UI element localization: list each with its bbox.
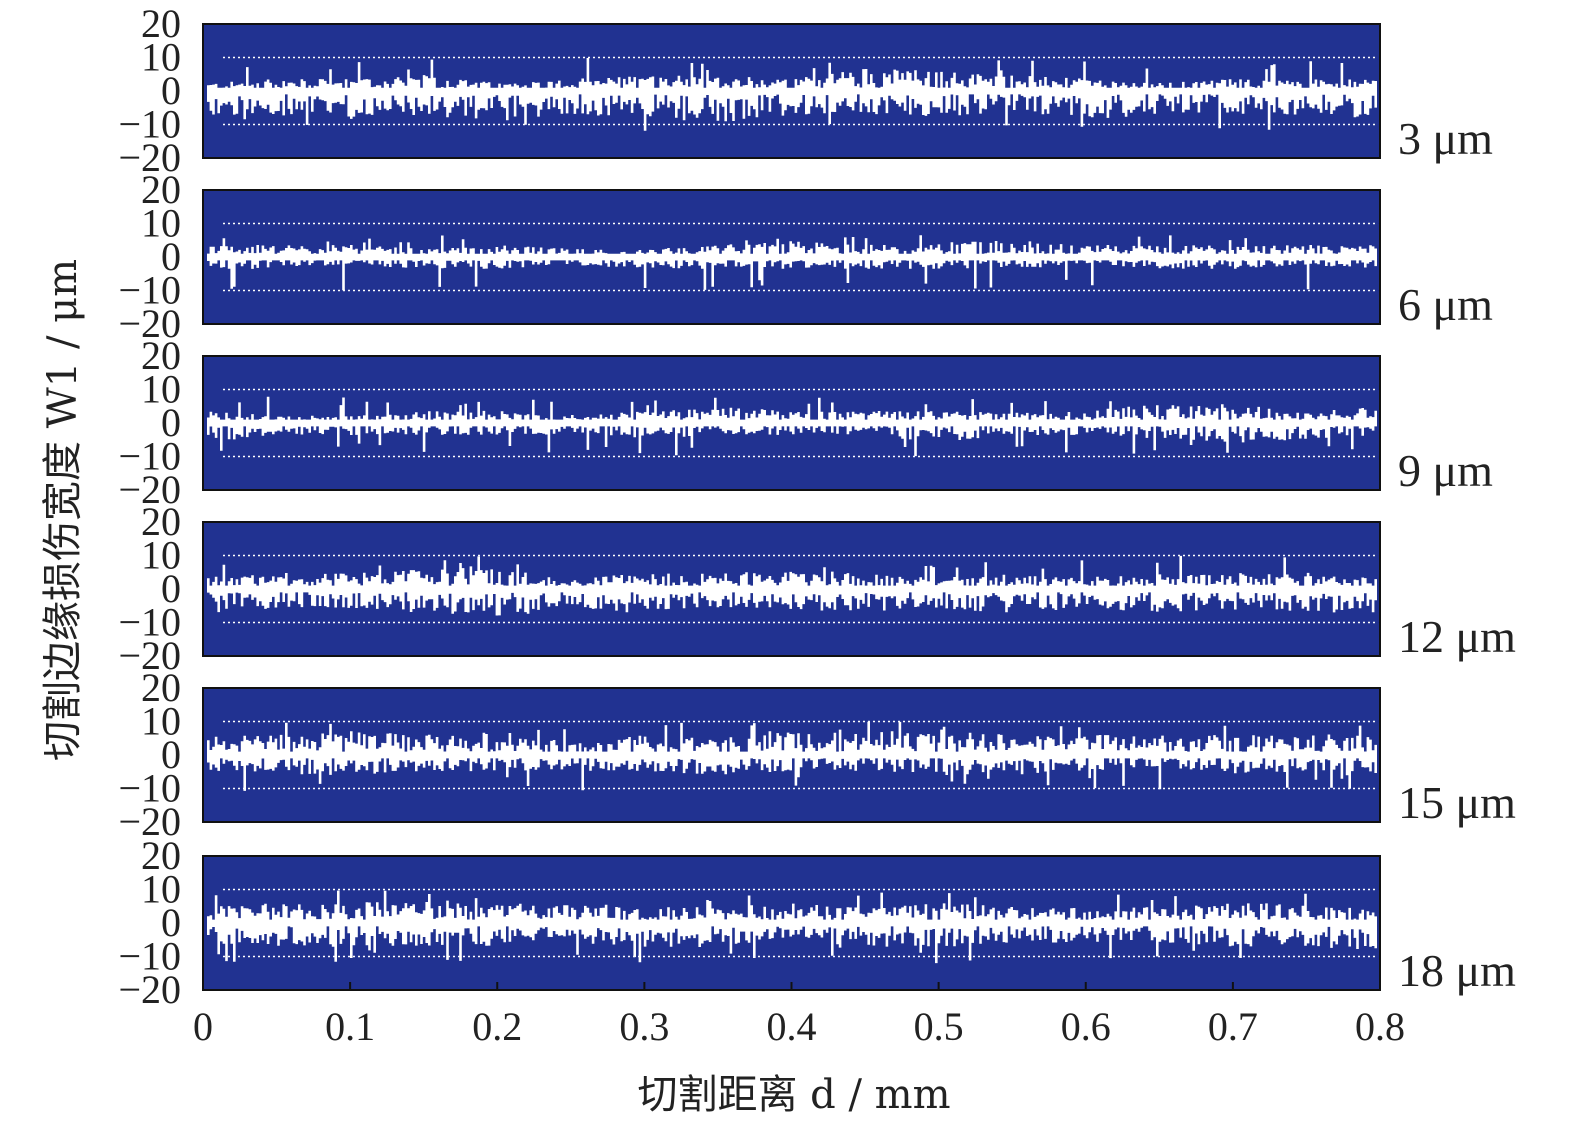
y-tick-label: 0 xyxy=(161,732,181,777)
y-tick-label: 0 xyxy=(161,566,181,611)
damage-trace xyxy=(207,58,1377,131)
panel-frame xyxy=(202,687,1381,823)
y-tick-label: 10 xyxy=(141,867,181,912)
y-tick-label: 10 xyxy=(141,35,181,80)
damage-trace xyxy=(207,396,1377,457)
y-tick-label: 20 xyxy=(141,833,181,878)
y-tick-label: 10 xyxy=(141,699,181,744)
x-tick-label: 0.5 xyxy=(914,1004,964,1049)
y-tick-label: −10 xyxy=(118,600,181,645)
y-tick-label: 20 xyxy=(141,333,181,378)
y-tick-label: −20 xyxy=(118,967,181,1012)
y-tick-label: 20 xyxy=(141,167,181,212)
y-tick-label: 10 xyxy=(141,533,181,578)
panel-label: 9 μm xyxy=(1398,445,1493,496)
x-tick-label: 0.3 xyxy=(619,1004,669,1049)
damage-trace xyxy=(207,235,1377,291)
panel-frame xyxy=(202,23,1381,159)
damage-trace xyxy=(207,890,1377,964)
damage-trace xyxy=(207,555,1377,616)
panel-frame xyxy=(202,521,1381,657)
panel-label: 18 μm xyxy=(1398,945,1516,996)
y-tick-label: −20 xyxy=(118,633,181,678)
panel-frame xyxy=(202,355,1381,491)
y-tick-label: −10 xyxy=(118,268,181,313)
panel-label: 3 μm xyxy=(1398,113,1493,164)
x-tick-label: 0.4 xyxy=(767,1004,817,1049)
y-tick-label: −10 xyxy=(118,766,181,811)
y-tick-label: 10 xyxy=(141,367,181,412)
y-axis-title: 切割边缘损伤宽度 W1 / μm xyxy=(40,259,86,761)
y-tick-label: −10 xyxy=(118,434,181,479)
y-tick-label: 20 xyxy=(141,665,181,710)
y-tick-label: 20 xyxy=(141,1,181,46)
y-tick-label: 20 xyxy=(141,499,181,544)
x-tick-label: 0.1 xyxy=(325,1004,375,1049)
panel-label: 12 μm xyxy=(1398,611,1516,662)
x-tick-label: 0.8 xyxy=(1355,1004,1405,1049)
y-tick-label: −20 xyxy=(118,799,181,844)
y-tick-label: −20 xyxy=(118,135,181,180)
y-tick-label: −20 xyxy=(118,301,181,346)
y-tick-label: 10 xyxy=(141,201,181,246)
x-tick-label: 0.6 xyxy=(1061,1004,1111,1049)
y-tick-label: 0 xyxy=(161,900,181,945)
y-tick-label: −10 xyxy=(118,102,181,147)
y-tick-label: 0 xyxy=(161,400,181,445)
x-tick-label: 0 xyxy=(193,1004,213,1049)
x-axis: 0 0.1 0.2 0.3 0.4 0.5 0.6 0.7 0.8 xyxy=(193,982,1405,1049)
x-tick-label: 0.7 xyxy=(1208,1004,1258,1049)
y-tick-label: 0 xyxy=(161,68,181,113)
y-tick-label: −10 xyxy=(118,934,181,979)
panel-label: 15 μm xyxy=(1398,777,1516,828)
x-tick-label: 0.2 xyxy=(472,1004,522,1049)
x-axis-title: 切割距离 d / mm xyxy=(637,1072,950,1118)
panel-label: 6 μm xyxy=(1398,279,1493,330)
y-tick-label: 0 xyxy=(161,234,181,279)
y-tick-label: −20 xyxy=(118,467,181,512)
damage-trace xyxy=(207,721,1377,791)
panel-frame xyxy=(202,189,1381,325)
